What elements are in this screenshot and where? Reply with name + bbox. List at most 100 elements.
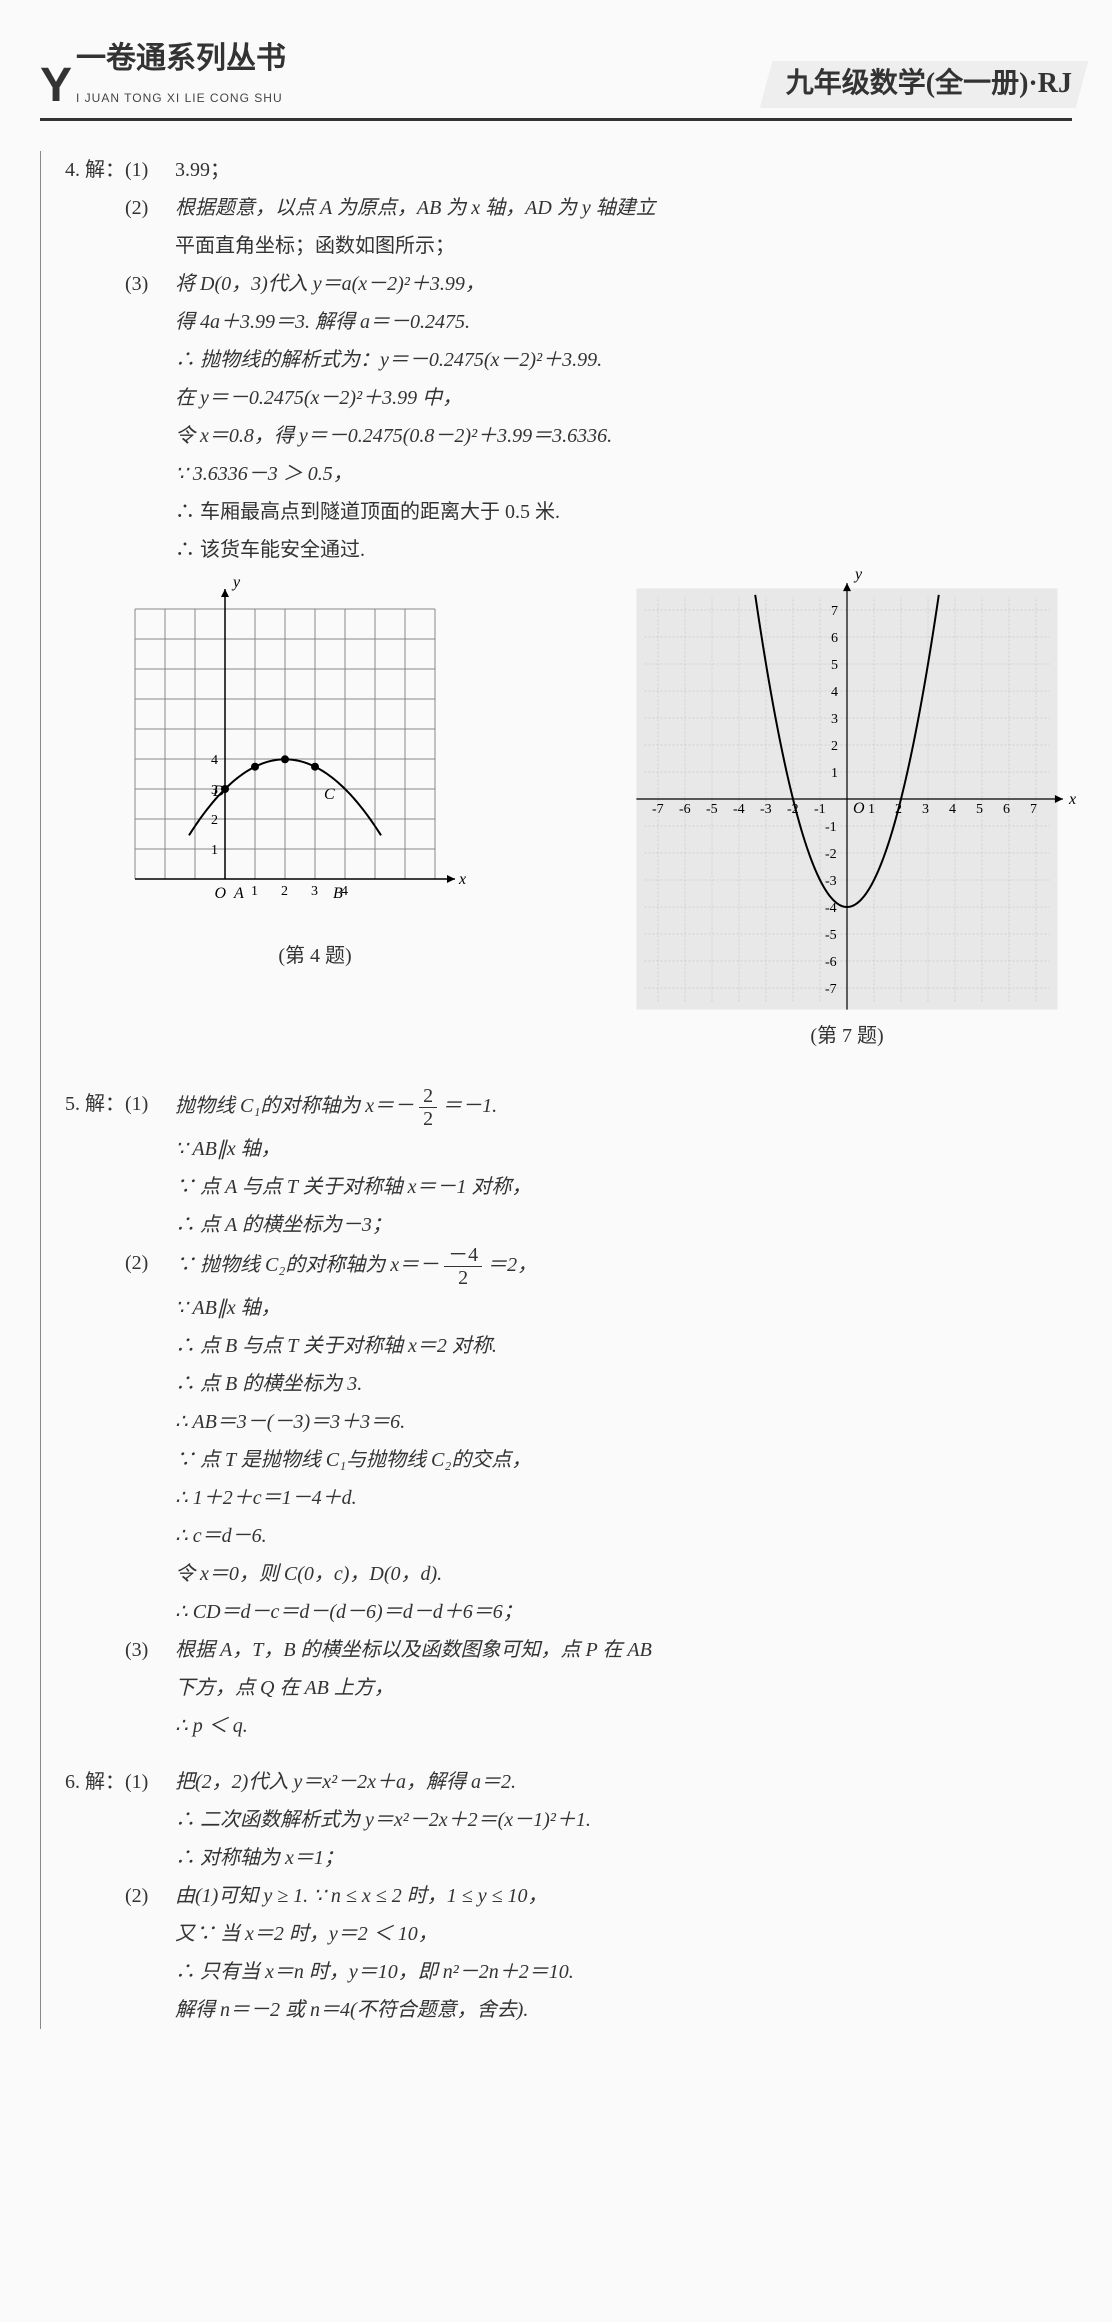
sub-num: (2) (125, 189, 175, 227)
svg-text:7: 7 (831, 604, 838, 619)
problem-4: 4. 解： (1) 3.99； (2) 根据题意，以点 A 为原点，AB 为 x… (65, 151, 1072, 569)
line: (2) 根据题意，以点 A 为原点，AB 为 x 轴，AD 为 y 轴建立 (65, 189, 1072, 227)
line: ∵ 点 A 与点 T 关于对称轴 x＝－1 对称， (65, 1168, 1072, 1206)
line: ∴ 1＋2＋c＝1－4＋d. (65, 1479, 1072, 1517)
problem-num: 5. 解： (65, 1085, 125, 1130)
header-right: 九年级数学(全一册)·RJ (786, 57, 1072, 110)
line: ∴ AB＝3－(－3)＝3＋3＝6. (65, 1403, 1072, 1441)
chart-4-svg: xy12341234OABDC (125, 589, 505, 929)
sub-num: (1) (125, 1763, 175, 1801)
charts-row: xy12341234OABDC (第 4 题) xyO-7-6-5-4-3-2-… (65, 589, 1072, 1055)
line: ∵ 3.6336－3 ＞ 0.5， (65, 455, 1072, 493)
text: 把(2，2)代入 y＝x²－2x＋a，解得 a＝2. (175, 1763, 516, 1801)
line: ∵ AB∥x 轴， (65, 1289, 1072, 1327)
fraction: 2 2 (419, 1085, 437, 1130)
problem-6: 6. 解： (1) 把(2，2)代入 y＝x²－2x＋a，解得 a＝2. ∴ 二… (65, 1763, 1072, 2029)
chart-7-caption: (第 7 题) (810, 1017, 883, 1055)
svg-text:2: 2 (281, 884, 288, 899)
svg-text:5: 5 (976, 802, 983, 817)
sub-num: (2) (125, 1244, 175, 1289)
svg-text:-5: -5 (706, 802, 718, 817)
svg-text:C: C (324, 786, 335, 803)
svg-text:x: x (458, 871, 466, 888)
svg-text:x: x (1068, 791, 1076, 808)
svg-text:4: 4 (211, 753, 218, 768)
svg-text:y: y (231, 574, 241, 591)
line: ∴ 抛物线的解析式为：y＝－0.2475(x－2)²＋3.99. (65, 341, 1072, 379)
svg-text:4: 4 (831, 685, 838, 700)
line: ∴ 点 B 与点 T 关于对称轴 x＝2 对称. (65, 1327, 1072, 1365)
line: (2) ∵ 抛物线 C₂的对称轴为 x＝－ －4 2 ＝2， (65, 1244, 1072, 1289)
line: 又∵ 当 x＝2 时，y＝2 ＜ 10， (65, 1915, 1072, 1953)
line: 平面直角坐标；函数如图所示； (65, 227, 1072, 265)
text: 3.99； (175, 151, 230, 189)
line: ∴ 车厢最高点到隧道顶面的距离大于 0.5 米. (65, 493, 1072, 531)
sub-num: (1) (125, 151, 175, 189)
svg-text:A: A (233, 885, 244, 902)
svg-text:-6: -6 (679, 802, 691, 817)
line: ∴ 该货车能安全通过. (65, 531, 1072, 569)
svg-text:B: B (333, 885, 343, 902)
text: 抛物线 C₁的对称轴为 x＝－ 2 2 ＝－1. (175, 1085, 497, 1130)
sub-num: (2) (125, 1877, 175, 1915)
series-cn: 一卷通系列丛书 (76, 30, 286, 87)
svg-text:1: 1 (211, 843, 218, 858)
problem-num: 4. 解： (65, 151, 125, 189)
series-py: I JUAN TONG XI LIE CONG SHU (76, 87, 286, 110)
text: 根据 A，T，B 的横坐标以及函数图象可知，点 P 在 AB (175, 1631, 652, 1669)
line: ∴ 对称轴为 x＝1； (65, 1839, 1072, 1877)
line: ∵ AB∥x 轴， (65, 1130, 1072, 1168)
svg-text:-4: -4 (733, 802, 745, 817)
line: (2) 由(1)可知 y ≥ 1. ∵ n ≤ x ≤ 2 时，1 ≤ y ≤ … (65, 1877, 1072, 1915)
line: ∴ 二次函数解析式为 y＝x²－2x＋2＝(x－1)²＋1. (65, 1801, 1072, 1839)
text: 根据题意，以点 A 为原点，AB 为 x 轴，AD 为 y 轴建立 (175, 189, 656, 227)
sub-num: (1) (125, 1085, 175, 1130)
svg-text:-5: -5 (825, 928, 837, 943)
svg-text:5: 5 (831, 658, 838, 673)
svg-text:-7: -7 (652, 802, 664, 817)
line: 令 x＝0，则 C(0，c)，D(0，d). (65, 1555, 1072, 1593)
line: ∴ 点 B 的横坐标为 3. (65, 1365, 1072, 1403)
sub-num: (3) (125, 265, 175, 303)
line: 在 y＝－0.2475(x－2)²＋3.99 中， (65, 379, 1072, 417)
svg-text:-1: -1 (825, 820, 837, 835)
svg-text:-3: -3 (825, 874, 837, 889)
svg-text:1: 1 (831, 766, 838, 781)
svg-text:6: 6 (831, 631, 838, 646)
svg-text:6: 6 (1003, 802, 1010, 817)
svg-text:-6: -6 (825, 955, 837, 970)
svg-text:3: 3 (311, 884, 318, 899)
problem-num: 6. 解： (65, 1763, 125, 1801)
line: 解得 n＝－2 或 n＝4(不符合题意，舍去). (65, 1991, 1072, 2029)
line: ∴ 只有当 x＝n 时，y＝10，即 n²－2n＋2＝10. (65, 1953, 1072, 1991)
svg-text:3: 3 (831, 712, 838, 727)
header-left: Y 一卷通系列丛书 I JUAN TONG XI LIE CONG SHU (40, 30, 286, 110)
text: ∵ 抛物线 C₂的对称轴为 x＝－ －4 2 ＝2， (175, 1244, 537, 1289)
line: 6. 解： (1) 把(2，2)代入 y＝x²－2x＋a，解得 a＝2. (65, 1763, 1072, 1801)
text: 将 D(0，3)代入 y＝a(x－2)²＋3.99， (175, 265, 485, 303)
line: ∴ CD＝d－c＝d－(d－6)＝d－d＋6＝6； (65, 1593, 1072, 1631)
svg-text:-3: -3 (760, 802, 772, 817)
line: ∴ p ＜ q. (65, 1707, 1072, 1745)
logo-y: Y (40, 62, 72, 110)
svg-text:O: O (853, 800, 865, 817)
svg-text:-1: -1 (814, 802, 826, 817)
svg-text:y: y (853, 566, 863, 583)
content: 4. 解： (1) 3.99； (2) 根据题意，以点 A 为原点，AB 为 x… (40, 151, 1072, 2029)
svg-text:O: O (215, 885, 227, 902)
svg-text:-7: -7 (825, 982, 837, 997)
svg-text:-2: -2 (825, 847, 837, 862)
fraction: －4 2 (444, 1244, 482, 1289)
line: (3) 将 D(0，3)代入 y＝a(x－2)²＋3.99， (65, 265, 1072, 303)
text: 由(1)可知 y ≥ 1. ∵ n ≤ x ≤ 2 时，1 ≤ y ≤ 10， (175, 1877, 548, 1915)
svg-text:4: 4 (949, 802, 956, 817)
line: 令 x＝0.8，得 y＝－0.2475(0.8－2)²＋3.99＝3.6336. (65, 417, 1072, 455)
chart-4-box: xy12341234OABDC (第 4 题) (125, 589, 505, 1055)
svg-text:7: 7 (1030, 802, 1037, 817)
svg-text:-4: -4 (825, 901, 837, 916)
line: ∵ 点 T 是抛物线 C₁与抛物线 C₂的交点， (65, 1441, 1072, 1479)
svg-text:1: 1 (251, 884, 258, 899)
chart-7-box: xyO-7-6-5-4-3-2-11234567-7-6-5-4-3-2-112… (622, 589, 1072, 1055)
page-header: Y 一卷通系列丛书 I JUAN TONG XI LIE CONG SHU 九年… (40, 30, 1072, 121)
line: 下方，点 Q 在 AB 上方， (65, 1669, 1072, 1707)
